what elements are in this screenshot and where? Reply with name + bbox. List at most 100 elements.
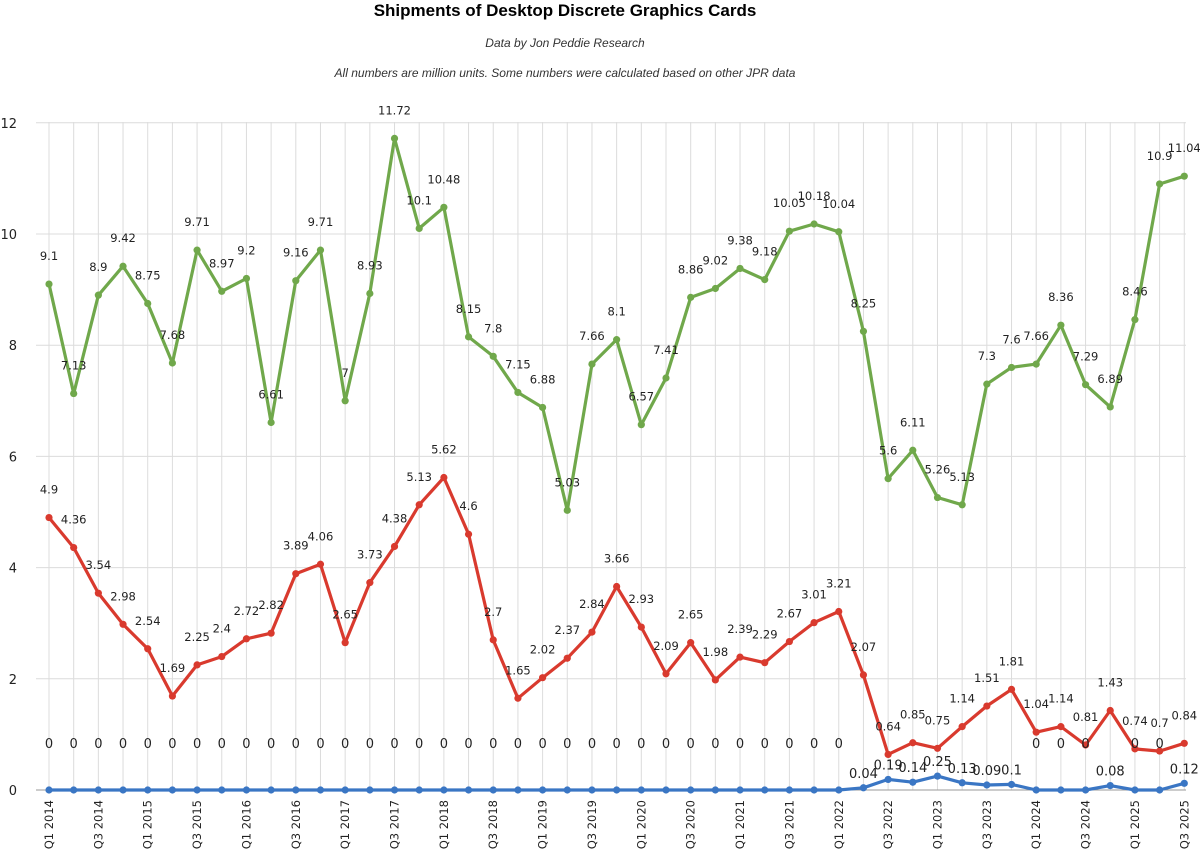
y-tick-label: 6 <box>9 450 17 465</box>
nvidia-data-label: 10.04 <box>822 197 855 211</box>
intel-point <box>736 786 744 794</box>
intel-point <box>785 786 794 794</box>
amd-data-label: 3.54 <box>86 558 112 572</box>
amd-point <box>292 570 300 578</box>
amd-point <box>613 582 621 591</box>
intel-data-label: 0.19 <box>874 758 903 773</box>
amd-data-label: 2.98 <box>110 589 136 603</box>
amd-point <box>588 628 596 636</box>
amd-data-label: 2.82 <box>258 598 284 612</box>
amd-point <box>761 659 769 667</box>
nvidia-point <box>539 403 547 412</box>
intel-data-label: 0 <box>563 737 571 752</box>
nvidia-point <box>440 203 448 211</box>
nvidia-point <box>1180 172 1188 180</box>
x-tick-label: Q1 2022 <box>832 800 846 849</box>
amd-point <box>958 723 966 731</box>
intel-point <box>637 786 645 794</box>
amd-data-label: 2.93 <box>629 592 655 606</box>
amd-point <box>933 744 942 752</box>
nvidia-data-label: 8.36 <box>1048 290 1074 304</box>
intel-point <box>390 786 399 794</box>
x-tick-label: Q3 2016 <box>289 800 303 849</box>
nvidia-data-label: 10.05 <box>773 196 806 210</box>
amd-point <box>1180 739 1188 747</box>
intel-point <box>711 786 719 794</box>
intel-point <box>761 786 769 794</box>
nvidia-point <box>144 299 152 308</box>
amd-data-label: 2.37 <box>554 623 580 637</box>
nvidia-point <box>613 336 621 344</box>
amd-data-label: 2.25 <box>184 630 210 644</box>
nvidia-point <box>70 389 78 398</box>
nvidia-point <box>810 220 818 228</box>
intel-point <box>835 786 843 794</box>
intel-data-label: 0 <box>1155 737 1163 752</box>
intel-point <box>341 786 349 794</box>
intel-data-label: 0 <box>588 737 596 752</box>
amd-point <box>70 543 78 552</box>
amd-data-label: 4.06 <box>308 529 334 543</box>
amd-point <box>390 542 399 551</box>
intel-point <box>613 786 621 794</box>
x-tick-label: Q1 2024 <box>1029 800 1043 849</box>
intel-data-label: 0.13 <box>948 762 977 777</box>
intel-data-label: 0 <box>810 737 818 752</box>
intel-point <box>366 786 374 794</box>
x-tick-label: Q3 2017 <box>388 800 402 849</box>
intel-data-label: 0 <box>736 737 744 752</box>
amd-data-label: 1.14 <box>1048 692 1074 706</box>
nvidia-data-label: 6.57 <box>629 390 655 404</box>
amd-point <box>1032 728 1040 736</box>
intel-data-label: 0 <box>168 737 176 752</box>
nvidia-point <box>489 352 497 360</box>
x-tick-label: Q1 2018 <box>437 800 451 849</box>
nvidia-point <box>761 275 769 284</box>
y-tick-label: 0 <box>9 784 17 799</box>
nvidia-data-label: 9.2 <box>237 243 255 257</box>
amd-data-label: 5.13 <box>406 470 432 484</box>
amd-data-label: 5.62 <box>431 443 457 457</box>
x-tick-label: Q3 2025 <box>1177 800 1191 849</box>
nvidia-point <box>1081 381 1090 389</box>
amd-data-label: 4.9 <box>40 483 58 497</box>
nvidia-point <box>835 228 843 236</box>
amd-point <box>341 639 349 647</box>
amd-point <box>1057 723 1065 731</box>
intel-point <box>909 778 917 786</box>
intel-point <box>1007 780 1016 789</box>
intel-point <box>440 786 448 794</box>
y-tick-label: 12 <box>0 117 17 132</box>
intel-data-label: 0 <box>119 737 127 752</box>
intel-data-label: 0.1 <box>1001 763 1022 778</box>
amd-point <box>810 619 818 627</box>
amd-point <box>193 661 201 669</box>
intel-point <box>316 786 325 794</box>
amd-data-label: 1.65 <box>505 663 531 677</box>
nvidia-point <box>316 246 325 254</box>
intel-data-label: 0 <box>218 737 226 752</box>
nvidia-data-label: 10.9 <box>1147 149 1173 163</box>
intel-point <box>1180 779 1188 787</box>
amd-data-label: 1.98 <box>703 645 729 659</box>
amd-point <box>736 653 744 661</box>
amd-data-label: 2.54 <box>135 614 161 628</box>
intel-data-label: 0 <box>612 737 620 752</box>
intel-point <box>1156 786 1164 794</box>
intel-point <box>218 786 226 794</box>
amd-data-label: 2.09 <box>653 639 679 653</box>
nvidia-data-label: 7 <box>341 366 348 380</box>
x-tick-label: Q1 2019 <box>536 800 550 849</box>
nvidia-data-label: 10.1 <box>406 193 432 207</box>
intel-data-label: 0 <box>1057 737 1065 752</box>
nvidia-data-label: 8.25 <box>851 296 877 310</box>
y-tick-label: 2 <box>9 673 17 688</box>
x-tick-label: Q3 2022 <box>881 800 895 849</box>
x-tick-label: Q3 2015 <box>190 800 204 849</box>
intel-point <box>588 786 596 794</box>
intel-point <box>859 784 868 792</box>
intel-data-label: 0 <box>267 737 275 752</box>
intel-data-label: 0 <box>538 737 546 752</box>
x-tick-label: Q1 2021 <box>733 800 747 849</box>
